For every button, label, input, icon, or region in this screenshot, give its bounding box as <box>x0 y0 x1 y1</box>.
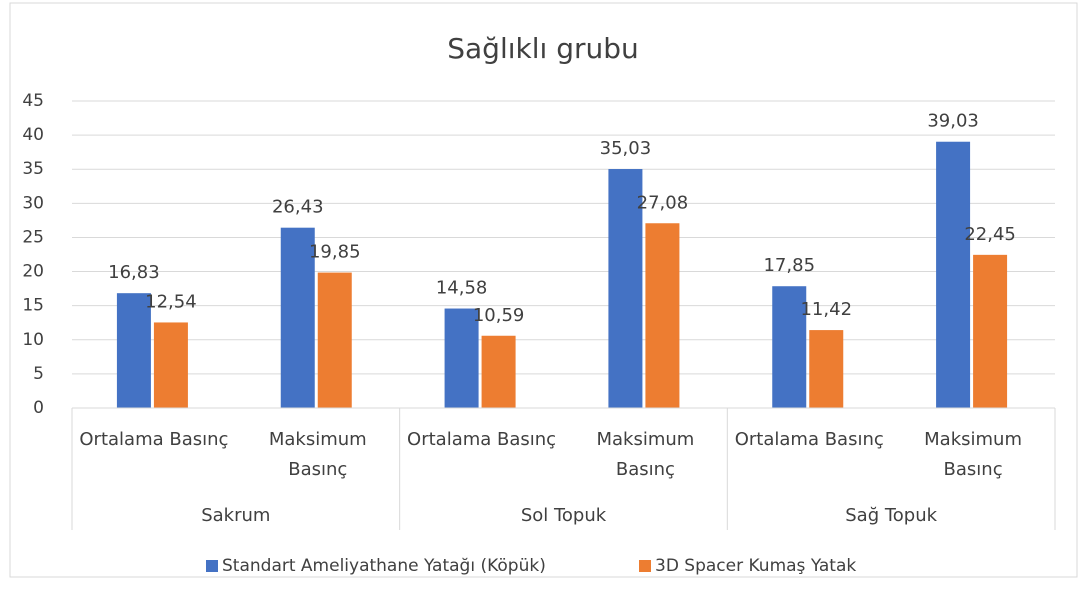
bar <box>973 254 1008 408</box>
data-label: 35,03 <box>600 138 652 159</box>
data-label: 17,85 <box>763 255 815 276</box>
y-tick-label: 5 <box>33 364 44 384</box>
y-tick-label: 30 <box>22 193 44 213</box>
x-tick-label: Ortalama Basınç <box>79 429 229 450</box>
x-tick-label: Ortalama Basınç <box>407 429 557 450</box>
data-label: 27,08 <box>637 192 689 213</box>
data-label: 14,58 <box>436 278 488 299</box>
data-label: 12,54 <box>145 291 197 312</box>
x-tick-label: Maksimum Basınç <box>268 429 367 480</box>
chart-frame <box>9 2 1078 578</box>
legend-label: Standart Ameliyathane Yatağı (Köpük) <box>222 556 546 576</box>
bar <box>809 330 844 408</box>
data-label: 10,59 <box>473 305 525 326</box>
bar <box>608 169 643 408</box>
group-label: Sağ Topuk <box>845 505 937 526</box>
data-label: 22,45 <box>964 224 1016 245</box>
chart-title: Sağlıklı grubu <box>447 32 639 65</box>
y-tick-label: 45 <box>22 91 44 111</box>
data-label: 11,42 <box>800 299 852 320</box>
y-tick-label: 35 <box>22 159 44 179</box>
bar <box>317 272 352 408</box>
legend-swatch <box>206 560 218 572</box>
data-label: 16,83 <box>108 262 160 283</box>
legend-swatch <box>639 560 651 572</box>
bar <box>153 322 188 408</box>
data-label: 26,43 <box>272 197 324 218</box>
bar <box>444 308 479 408</box>
bar <box>280 227 315 408</box>
y-tick-label: 15 <box>22 296 44 316</box>
x-tick-label: Ortalama Basınç <box>734 429 884 450</box>
legend-label: 3D Spacer Kumaş Yatak <box>655 556 856 576</box>
y-tick-label: 25 <box>22 227 44 247</box>
x-tick-label: Maksimum Basınç <box>924 429 1022 480</box>
bar <box>481 335 516 408</box>
bar <box>936 141 971 408</box>
bar <box>645 223 680 408</box>
y-tick-label: 10 <box>22 330 44 350</box>
bar <box>116 293 151 408</box>
bar <box>772 286 807 408</box>
y-tick-label: 0 <box>33 398 44 418</box>
group-label: Sakrum <box>201 505 270 526</box>
x-tick-label: Maksimum Basınç <box>596 429 695 480</box>
data-label: 39,03 <box>927 111 979 132</box>
group-label: Sol Topuk <box>521 505 607 526</box>
data-label: 19,85 <box>309 242 361 263</box>
y-tick-label: 40 <box>22 125 44 145</box>
y-tick-label: 20 <box>22 262 44 282</box>
